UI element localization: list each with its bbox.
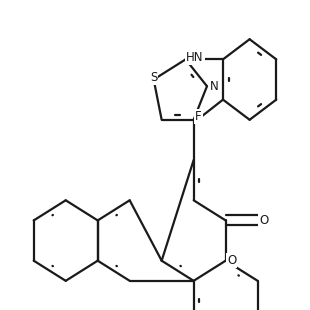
Text: O: O	[227, 254, 237, 267]
Text: O: O	[259, 214, 268, 227]
Text: F: F	[195, 110, 202, 123]
Text: N: N	[210, 80, 219, 93]
Text: HN: HN	[186, 51, 204, 64]
Text: S: S	[150, 72, 157, 84]
